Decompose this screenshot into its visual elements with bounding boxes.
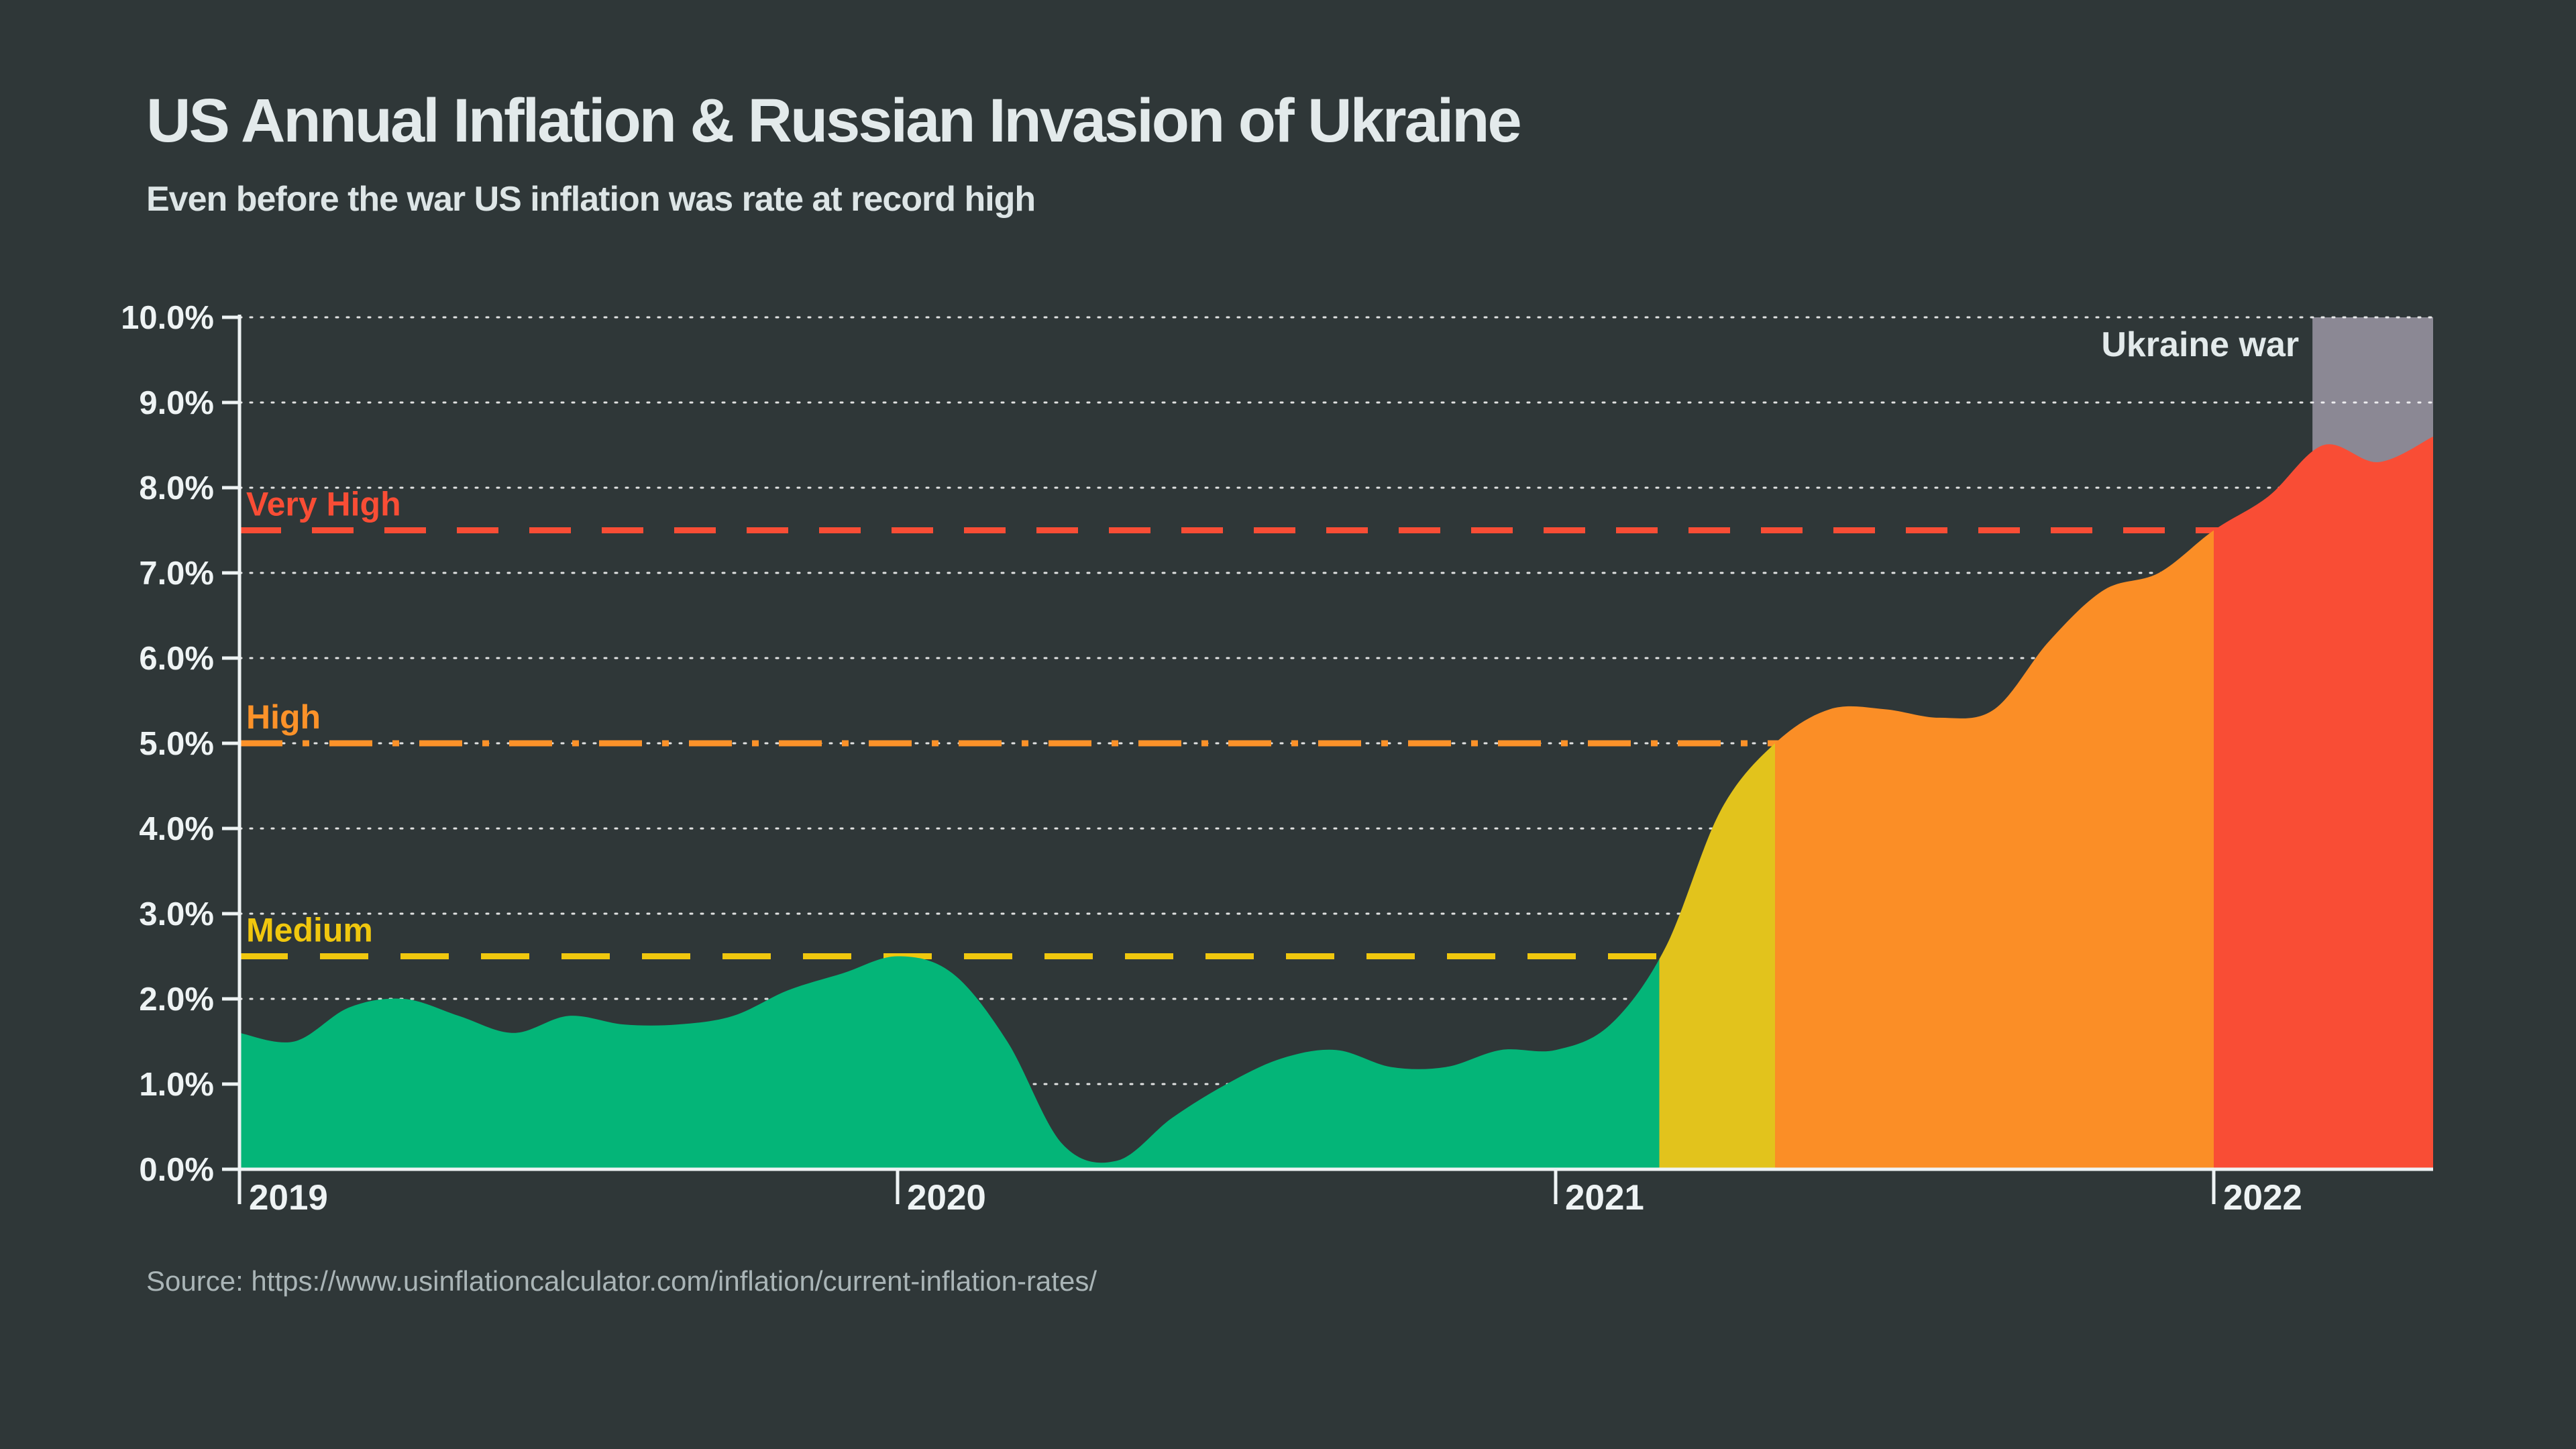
y-axis-label-5.0%: 5.0% <box>139 726 214 762</box>
x-axis-label-2022: 2022 <box>2223 1178 2302 1218</box>
threshold-label-very-high: Very High <box>246 486 401 523</box>
x-axis-label-2019: 2019 <box>249 1178 328 1218</box>
area-segment-low-green <box>239 956 1660 1169</box>
y-axis-label-7.0%: 7.0% <box>139 555 214 592</box>
chart-header: US Annual Inflation & Russian Invasion o… <box>146 86 1522 219</box>
y-axis-label-3.0%: 3.0% <box>139 896 214 932</box>
threshold-label-high: High <box>246 698 321 736</box>
y-axis-label-1.0%: 1.0% <box>139 1067 214 1103</box>
y-axis-label-0.0%: 0.0% <box>139 1152 214 1188</box>
area-segment-high-orange <box>1775 530 2214 1169</box>
area-segment-very-high-red <box>2214 436 2433 1169</box>
y-axis-label-10.0%: 10.0% <box>121 300 214 336</box>
area-segment-medium-yellow <box>1659 743 1776 1169</box>
ukraine-war-label: Ukraine war <box>2101 325 2299 364</box>
source-citation: Source: https://www.usinflationcalculato… <box>146 1265 1097 1297</box>
page-title: US Annual Inflation & Russian Invasion o… <box>146 87 1522 155</box>
y-axis-label-6.0%: 6.0% <box>139 641 214 677</box>
y-axis-label-8.0%: 8.0% <box>139 470 214 506</box>
x-axis-label-2020: 2020 <box>907 1178 986 1218</box>
threshold-label-medium: Medium <box>246 912 373 949</box>
y-axis-label-2.0%: 2.0% <box>139 981 214 1018</box>
x-axis-label-2021: 2021 <box>1565 1178 1644 1218</box>
y-axis-label-9.0%: 9.0% <box>139 385 214 421</box>
page-subtitle: Even before the war US inflation was rat… <box>146 180 1036 219</box>
y-axis-label-4.0%: 4.0% <box>139 811 214 847</box>
